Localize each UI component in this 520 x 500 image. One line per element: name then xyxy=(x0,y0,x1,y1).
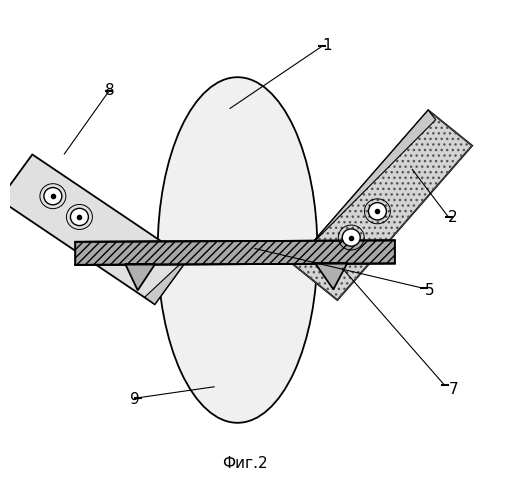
Circle shape xyxy=(342,229,360,246)
Polygon shape xyxy=(125,264,155,290)
Polygon shape xyxy=(75,240,395,265)
Text: 9: 9 xyxy=(131,392,140,407)
Circle shape xyxy=(44,188,62,205)
Text: 8: 8 xyxy=(106,83,115,98)
Text: 7: 7 xyxy=(449,382,459,396)
Polygon shape xyxy=(145,259,188,304)
Text: 5: 5 xyxy=(425,284,435,298)
Text: 1: 1 xyxy=(322,38,332,54)
Text: Фиг.2: Фиг.2 xyxy=(222,456,268,471)
Polygon shape xyxy=(293,110,472,300)
Polygon shape xyxy=(293,110,436,264)
Polygon shape xyxy=(0,154,188,304)
Circle shape xyxy=(369,202,386,220)
Text: 2: 2 xyxy=(447,210,457,225)
Ellipse shape xyxy=(158,77,317,423)
Circle shape xyxy=(70,208,88,226)
Polygon shape xyxy=(315,263,347,289)
Polygon shape xyxy=(75,240,395,265)
